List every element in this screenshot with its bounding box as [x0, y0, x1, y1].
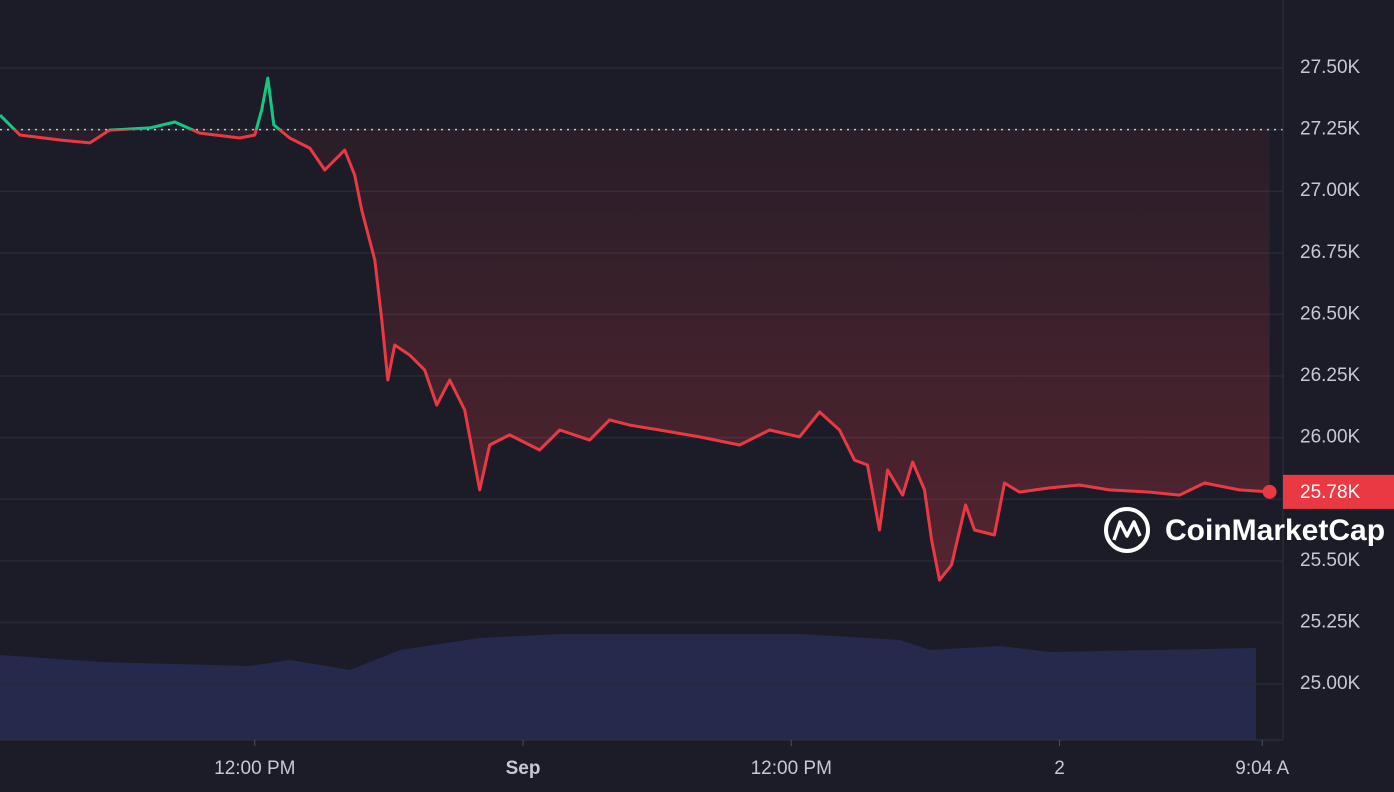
y-tick-label: 25.25K	[1300, 611, 1361, 632]
y-tick-label: 26.00K	[1300, 427, 1361, 448]
y-tick-label: 25.50K	[1300, 550, 1361, 571]
price-badge	[1283, 474, 1394, 509]
y-tick-label: 25.00K	[1300, 673, 1361, 694]
y-tick-label: 27.50K	[1300, 57, 1361, 78]
x-tick-label: 2	[1054, 758, 1065, 779]
y-tick-label: 26.25K	[1300, 365, 1361, 386]
price-badge-label: 25.78K	[1300, 482, 1361, 503]
plot	[0, 76, 1283, 582]
last-point	[1262, 484, 1277, 499]
x-tick-label: 9:04 A	[1235, 758, 1289, 779]
volume-area	[0, 634, 1256, 740]
y-tick-label: 26.75K	[1300, 242, 1361, 263]
x-tick-label: 12:00 PM	[214, 758, 295, 779]
x-tick-label: 12:00 PM	[751, 758, 832, 779]
y-tick-label: 27.00K	[1300, 180, 1361, 201]
y-tick-label: 26.50K	[1300, 303, 1361, 324]
y-tick-label: 27.25K	[1300, 119, 1361, 140]
x-tick-label: Sep	[506, 758, 541, 779]
watermark-logo	[1104, 507, 1150, 553]
watermark: CoinMarketCap	[1165, 514, 1385, 547]
price-line	[0, 76, 1270, 582]
area-fill	[14, 129, 1270, 581]
